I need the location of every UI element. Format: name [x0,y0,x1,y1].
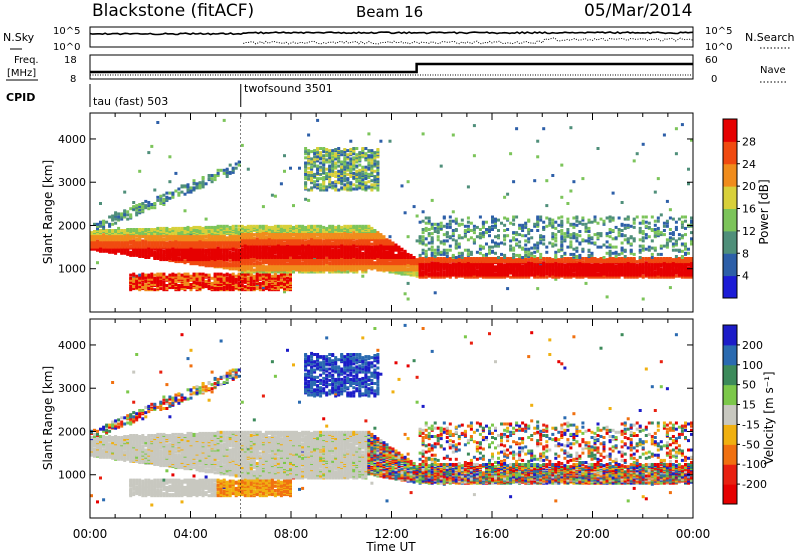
velocity-colorbar-swatch [723,404,737,425]
noise-left-tick-low: 10^0 [53,42,80,53]
noise-search-trace [243,37,694,45]
freq-right-tick-high: 60 [705,55,718,66]
station-title: Blackstone (fitACF) [92,1,254,21]
velocity-y-axis: 1000 2000 3000 4000 [58,339,693,482]
power-ytick-label: 4000 [58,133,86,146]
power-colorbar-tick-label: 28 [742,135,756,148]
date-title: 05/Mar/2014 [584,1,692,21]
power-colorbar-label: Power [dB] [757,179,771,244]
velocity-colorbar-swatch [723,484,737,505]
beam-title: Beam 16 [356,3,423,21]
power-ylabel: Slant Range [km] [41,160,55,264]
power-panel: 1000 2000 3000 4000 Slant Range [km] 4 8 12 16… [41,112,771,313]
x-tick-label: 20:00 [575,527,610,541]
velocity-colorbar-tick-label: 50 [742,379,756,392]
power-ytick-label: 2000 [58,219,86,232]
power-colorbar-tick-label: 8 [742,247,749,260]
velocity-ytick-label: 2000 [58,425,86,438]
velocity-colorbar-swatch [723,344,737,366]
velocity-colorbar-tick-label: 100 [742,359,763,372]
velocity-scatter [90,319,693,518]
velocity-colorbar-swatch [723,444,737,465]
power-x-ticks [89,113,694,312]
velocity-colorbar-frame [722,324,738,505]
freq-label-line2: [MHz] [7,68,36,79]
power-colorbar-swatch [723,253,737,277]
noise-search-label: N.Search [745,31,795,44]
power-y-axis: 1000 2000 3000 4000 [58,133,693,276]
freq-label-line1: Freq. [14,55,39,66]
velocity-colorbar-tick-label: -200 [742,478,767,491]
cpid-mode-1: tau (fast) 503 [93,95,168,108]
velocity-panel: 1000 2000 3000 4000 00:00 04:00 08:00 12:00 16:… [41,318,776,541]
power-plot-frame [89,112,694,313]
power-colorbar-swatch [723,275,737,299]
velocity-colorbar-swatch [723,325,737,346]
x-tick-label: 00:00 [73,527,108,541]
power-colorbar-swatch [723,186,737,209]
freq-left-tick-low: 8 [70,74,76,85]
power-scatter [90,113,693,312]
nave-label: Nave [760,65,786,76]
power-colorbar-swatch [723,163,737,187]
x-tick-label: 04:00 [173,527,208,541]
noise-sky-label: N.Sky [3,31,35,44]
velocity-plot-frame [89,318,694,519]
x-tick-label: 12:00 [374,527,409,541]
cpid-label: CPID [6,91,35,104]
freq-right-tick-low: 0 [711,74,717,85]
velocity-x-ticks: 00:00 04:00 08:00 12:00 16:00 20:00 00:00 [73,319,711,541]
velocity-ytick-label: 4000 [58,339,86,352]
velocity-colorbar-label: Velocity [m s⁻¹] [762,371,776,464]
x-tick-label: 08:00 [274,527,309,541]
velocity-colorbar-swatch [723,424,737,445]
power-colorbar-swatch [723,141,737,165]
x-tick-label: 00:00 [676,527,711,541]
velocity-colorbar: 200 100 50 15 -15 -50 -100 -200 [722,324,767,505]
cpid-panel: CPID tau (fast) 503 twofsound 3501 [6,82,333,108]
noise-traces [89,31,694,45]
noise-sky-trace [89,31,694,36]
cpid-mode-2: twofsound 3501 [244,82,333,95]
power-colorbar-tick-label: 24 [742,158,756,171]
power-colorbar-tick-label: 4 [742,270,749,283]
velocity-colorbar-tick-label: 200 [742,339,763,352]
power-colorbar-swatch [723,119,737,142]
power-colorbar-tick-label: 16 [742,203,756,216]
power-colorbar-swatch [723,208,737,232]
velocity-colorbar-tick-label: 15 [742,399,756,412]
freq-trace [90,62,693,74]
noise-left-tick-high: 10^5 [53,26,80,37]
freq-left-tick-high: 18 [64,55,77,66]
power-colorbar-tick-label: 20 [742,180,756,193]
x-tick-label: 16:00 [475,527,510,541]
noise-panel: N.Sky 10^5 10^0 10^5 10^0 N.Search [3,26,795,53]
power-ytick-label: 3000 [58,176,86,189]
velocity-colorbar-swatch [723,364,737,386]
velocity-ylabel: Slant Range [km] [41,366,55,470]
x-axis-label: Time UT [365,540,416,554]
power-colorbar: 4 8 12 16 20 24 28 [722,118,756,299]
velocity-colorbar-tick-label: -100 [742,458,767,471]
freq-panel: Freq. [MHz] 18 8 60 0 Nave [6,54,788,85]
velocity-ytick-label: 3000 [58,382,86,395]
noise-right-tick-high: 10^5 [705,26,732,37]
power-colorbar-tick-label: 12 [742,225,756,238]
velocity-colorbar-swatch [723,464,737,485]
velocity-colorbar-swatch [723,384,737,406]
velocity-colorbar-tick-label: -15 [742,418,760,431]
noise-right-tick-low: 10^0 [705,42,732,53]
velocity-ytick-label: 1000 [58,469,86,482]
freq-traces [90,62,693,76]
velocity-colorbar-tick-label: -50 [742,438,760,451]
power-ytick-label: 1000 [58,263,86,276]
power-colorbar-swatch [723,230,737,254]
